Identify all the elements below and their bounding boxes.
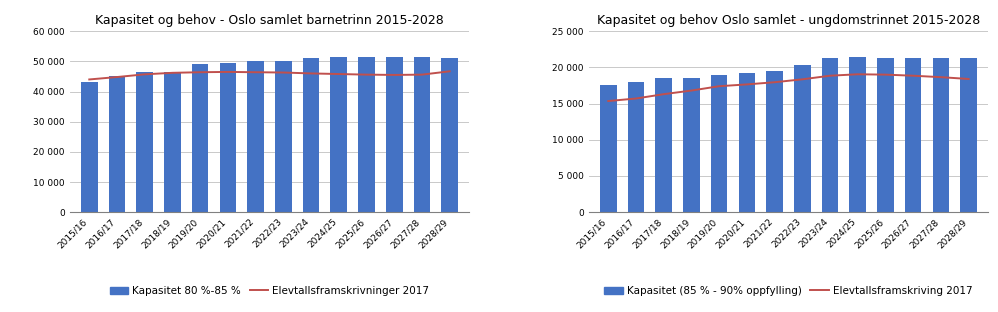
Elevtallsframskrivninger 2017 [332,72,344,76]
Elevtallsframskriving 2017 [768,80,780,84]
Elevtallsframskrivninger 2017 [277,71,289,74]
Line: Elevtallsframskriving 2017: Elevtallsframskriving 2017 [608,74,969,101]
Elevtallsframskriving 2017 [658,92,670,96]
Bar [960,58,977,212]
Bar [164,72,181,212]
Elevtallsframskriving 2017 [963,77,975,81]
Bar [849,57,866,212]
Bar [413,57,430,212]
Bar [656,78,672,212]
Elevtallsframskrivninger 2017 [360,73,372,76]
Elevtallsframskriving 2017 [851,72,863,76]
Elevtallsframskriving 2017 [741,83,752,86]
Legend: Kapasitet (85 % - 90% oppfylling), Elevtallsframskriving 2017: Kapasitet (85 % - 90% oppfylling), Elevt… [604,286,973,296]
Bar [711,75,728,212]
Bar [683,77,700,212]
Title: Kapasitet og behov - Oslo samlet barnetrinn 2015-2028: Kapasitet og behov - Oslo samlet barnetr… [95,14,444,27]
Title: Kapasitet og behov Oslo samlet - ungdomstrinnet 2015-2028: Kapasitet og behov Oslo samlet - ungdoms… [597,14,980,27]
Bar [81,82,98,212]
Bar [275,61,291,212]
Bar [600,85,617,212]
Elevtallsframskrivninger 2017 [444,70,456,73]
Bar [821,58,838,212]
Elevtallsframskrivninger 2017 [139,72,151,76]
Bar [248,61,263,212]
Bar [386,57,402,212]
Bar [766,71,782,212]
Elevtallsframskrivninger 2017 [83,78,95,81]
Bar [739,73,755,212]
Elevtallsframskriving 2017 [907,74,919,78]
Bar [109,76,126,212]
Bar [192,64,209,212]
Elevtallsframskriving 2017 [714,84,726,88]
Elevtallsframskriving 2017 [824,74,836,78]
Elevtallsframskrivninger 2017 [416,73,428,76]
Elevtallsframskriving 2017 [686,89,698,92]
Bar [220,63,237,212]
Bar [932,58,949,212]
Elevtallsframskriving 2017 [602,99,614,103]
Line: Elevtallsframskrivninger 2017: Elevtallsframskrivninger 2017 [89,71,450,80]
Elevtallsframskrivninger 2017 [195,70,207,74]
Elevtallsframskriving 2017 [935,75,947,79]
Elevtallsframskrivninger 2017 [250,70,261,74]
Elevtallsframskriving 2017 [796,77,808,81]
Legend: Kapasitet 80 %-85 %, Elevtallsframskrivninger 2017: Kapasitet 80 %-85 %, Elevtallsframskrivn… [110,286,429,296]
Elevtallsframskrivninger 2017 [388,73,400,77]
Bar [905,58,921,212]
Bar [137,72,153,212]
Bar [441,58,458,212]
Bar [302,58,319,212]
Bar [794,65,810,212]
Elevtallsframskriving 2017 [879,73,891,76]
Elevtallsframskrivninger 2017 [167,71,179,75]
Elevtallsframskrivninger 2017 [222,70,234,74]
Elevtallsframskrivninger 2017 [111,75,123,79]
Elevtallsframskrivninger 2017 [305,71,317,75]
Bar [628,82,645,212]
Bar [330,57,347,212]
Bar [358,57,375,212]
Bar [877,58,894,212]
Elevtallsframskriving 2017 [630,97,642,100]
